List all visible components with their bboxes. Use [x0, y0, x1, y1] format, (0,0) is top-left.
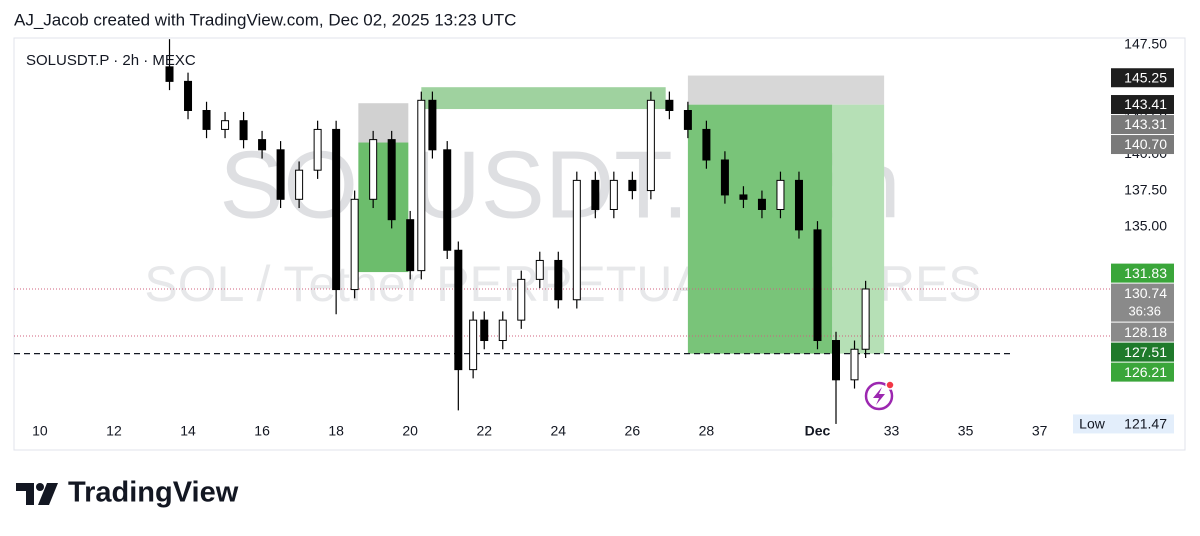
candle-body [591, 179, 600, 210]
price-label: 131.83 [1124, 265, 1167, 281]
price-label-bg [1111, 322, 1174, 342]
price-label: 126.21 [1124, 364, 1167, 380]
candle-body [406, 219, 415, 272]
candle-body [702, 128, 711, 161]
price-label-bg [1111, 95, 1174, 115]
position-zone [358, 142, 409, 273]
price-label: 130.74 [1124, 285, 1167, 301]
candle-body [720, 159, 729, 196]
candle-body [221, 120, 230, 130]
candle-body [276, 149, 285, 200]
candle-body [332, 128, 341, 291]
header: AJ_Jacob created with TradingView.com, D… [14, 10, 516, 29]
candle-body [572, 179, 581, 301]
candle-body [350, 198, 359, 291]
price-label: 145.25 [1124, 69, 1167, 85]
x-tick-label: 33 [884, 423, 900, 439]
price-label-prefix-bg [1073, 414, 1111, 434]
price-label: 143.41 [1124, 96, 1167, 112]
position-zone [358, 103, 409, 143]
x-tick-label: 10 [32, 423, 48, 439]
candle-body [369, 139, 378, 200]
candle-body [794, 179, 803, 231]
candle-body [683, 109, 692, 130]
y-tick-label: 147.50 [1124, 36, 1167, 52]
x-tick-label: 22 [476, 423, 492, 439]
price-label-bg [1111, 68, 1174, 88]
candle-body [202, 109, 211, 130]
candle-body [239, 120, 248, 141]
price-label-prefix: Low [1079, 416, 1106, 432]
y-tick-label: 135.00 [1124, 218, 1167, 234]
candle-body [417, 99, 426, 272]
candle-body [258, 139, 267, 151]
x-tick-label: 18 [328, 423, 344, 439]
candle-body [628, 179, 637, 192]
x-tick-label: 28 [699, 423, 715, 439]
price-label-bg [1111, 283, 1174, 322]
position-zone [421, 87, 666, 110]
candle-body [454, 249, 463, 371]
price-label-bg [1111, 115, 1174, 135]
x-tick-label: Dec [805, 423, 831, 439]
price-label-bg [1111, 414, 1174, 434]
price-label-bg [1111, 342, 1174, 362]
candle-body [498, 319, 507, 342]
candle-body [535, 259, 544, 280]
x-tick-label: 37 [1032, 423, 1048, 439]
x-tick-label: 20 [402, 423, 418, 439]
x-tick-label: 12 [106, 423, 122, 439]
candle-body [861, 288, 870, 350]
candle-body [813, 229, 822, 342]
candle-body [184, 80, 193, 111]
candle-body [517, 278, 526, 321]
logo [16, 483, 58, 505]
price-label: 143.31 [1124, 116, 1167, 132]
symbol: SOLUSDT.P · 2h · MEXC [26, 52, 196, 69]
price-label: 127.51 [1124, 344, 1167, 360]
candle-body [757, 198, 766, 210]
candle-body [554, 259, 563, 301]
position-zone [687, 75, 885, 105]
price-label-bg [1111, 135, 1174, 155]
candle-body [832, 340, 840, 381]
alert-icon [864, 380, 895, 411]
candle-body [313, 128, 322, 171]
candle-body [295, 169, 304, 200]
candle-body [443, 149, 452, 251]
candle-body [480, 319, 489, 342]
candle-body [387, 139, 396, 221]
candle-body [609, 179, 618, 210]
price-label-bg [1111, 263, 1174, 283]
candle-body [428, 99, 437, 151]
position-zone [687, 104, 833, 354]
candle-body [850, 348, 859, 381]
position-zone [832, 104, 885, 354]
logo-text: TradingView [68, 477, 239, 509]
candle-body [776, 179, 785, 210]
price-label: 140.70 [1124, 136, 1167, 152]
x-tick-label: 26 [625, 423, 641, 439]
x-tick-label: 24 [551, 423, 567, 439]
candle-body [469, 319, 478, 371]
candle-body [739, 194, 748, 200]
price-label: 121.47 [1124, 416, 1167, 432]
x-tick-label: 14 [180, 423, 196, 439]
y-tick-label: 137.50 [1124, 181, 1167, 197]
x-tick-label: 16 [254, 423, 270, 439]
countdown: 36:36 [1128, 304, 1161, 319]
price-label: 128.18 [1124, 324, 1167, 340]
price-label-bg [1111, 362, 1174, 382]
candle-body [165, 66, 174, 82]
candle-body [646, 99, 655, 192]
x-tick-label: 35 [958, 423, 974, 439]
candle-body [665, 99, 674, 111]
